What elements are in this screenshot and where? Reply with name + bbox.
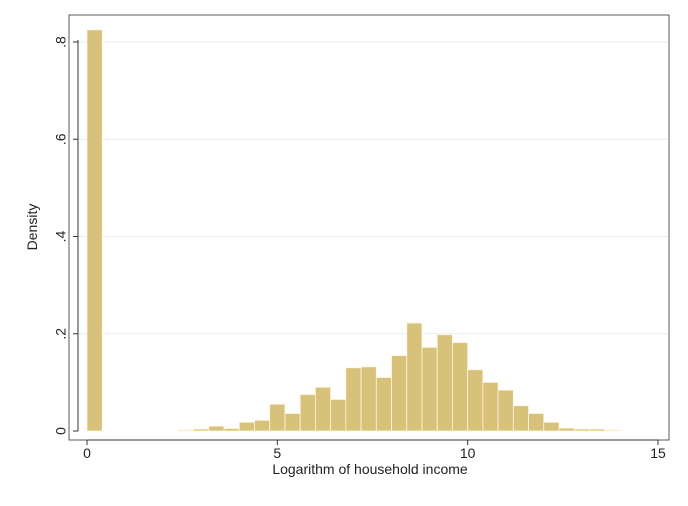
histogram-bar (604, 429, 621, 432)
histogram-bar (86, 29, 103, 432)
x-tick-label: 5 (273, 445, 281, 461)
y-tick-label: .8 (53, 36, 69, 48)
histogram-bar (497, 389, 514, 432)
y-tick-label: .4 (53, 230, 69, 242)
histogram-bar (330, 398, 347, 432)
histogram-bar (177, 429, 194, 432)
histogram-bar (238, 421, 255, 432)
histogram-bar (345, 367, 362, 432)
x-tick-label: 10 (460, 445, 476, 461)
histogram-bar (314, 386, 332, 432)
histogram-bar (589, 428, 606, 432)
histogram-bar (543, 421, 560, 432)
y-tick-label: .2 (53, 328, 69, 340)
bars-layer (86, 29, 621, 432)
histogram-bar (254, 419, 271, 432)
histogram-bar (208, 425, 225, 432)
y-tick-label: 0 (53, 427, 69, 435)
x-tick-label: 0 (83, 445, 91, 461)
histogram-bar (482, 381, 499, 432)
histogram-bar (436, 334, 453, 432)
histogram-bar (573, 428, 590, 432)
histogram-bar (269, 403, 286, 432)
histogram-bar (223, 428, 240, 432)
axes-layer: 0 .2 .4 .6 .8 0 5 10 15 (53, 36, 666, 461)
grid-layer (78, 41, 668, 335)
histogram-bar (375, 377, 392, 432)
histogram-bar (512, 405, 529, 432)
histogram-bar (391, 355, 408, 432)
histogram-bar (558, 427, 575, 432)
histogram-bar (284, 413, 301, 432)
histogram-bar (528, 413, 545, 432)
histogram-bar (299, 394, 316, 432)
x-tick-label: 15 (650, 445, 666, 461)
histogram-bar (452, 342, 469, 432)
y-axis-label: Density (24, 204, 40, 251)
histogram-bar (421, 346, 438, 432)
histogram-bar (406, 322, 423, 432)
x-axis-label: Logarithm of household income (272, 461, 468, 477)
histogram-bar (467, 369, 484, 432)
y-tick-label: .6 (53, 133, 69, 145)
histogram-bar (360, 366, 377, 432)
histogram-bar (193, 428, 210, 432)
